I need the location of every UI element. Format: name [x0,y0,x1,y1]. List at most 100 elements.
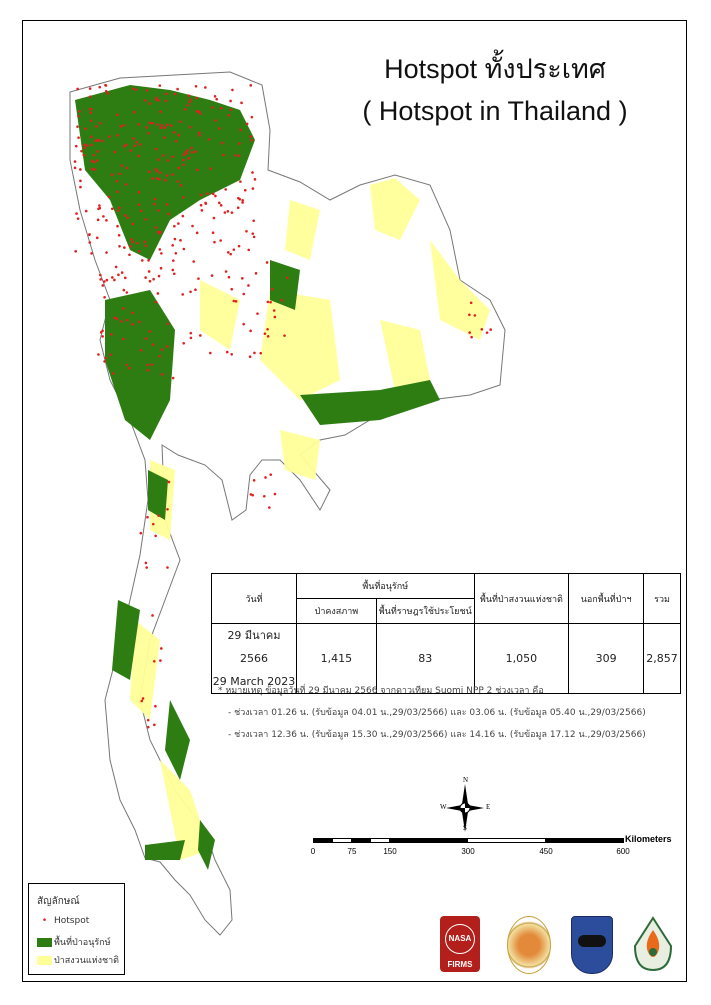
hotspot-point [88,87,92,90]
hotspot-point [98,85,102,89]
hotspot-point [107,195,111,199]
scale-seg [332,838,352,843]
legend-label: พื้นที่ป่าอนุรักษ์ [54,938,111,948]
hotspot-point [122,288,126,292]
hotspot-point [147,131,150,135]
hotspot-point [119,319,123,323]
hotspot-point [245,229,248,233]
conservation-areas [75,85,440,870]
legend-item-national-forest: ป่าสงวนแห่งชาติ [37,953,119,967]
hotspot-point [99,278,102,281]
hotspot-point [209,351,212,355]
hotspot-point [80,149,83,153]
hotspot-point [165,123,169,127]
hotspot-point [79,168,82,171]
hotspot-point [148,330,152,333]
hotspot-point [125,166,129,170]
date-english: 29 March 2023 [212,675,296,688]
hotspot-point [238,142,241,145]
hotspot-point [145,89,149,92]
national-forest-swatch [37,955,52,965]
hotspot-point [157,158,160,161]
hotspot-point [468,313,471,317]
hotspot-point [77,136,80,139]
hotspot-point [179,120,182,123]
hotspot-point [232,248,236,251]
hotspot-point [241,198,244,202]
hotspot-point [137,203,141,206]
hotspot-point [210,274,214,277]
hotspot-point [242,322,246,326]
hotspot-point [118,244,121,248]
hotspot-point [227,275,231,279]
hotspot-point [103,280,106,283]
hotspot-point [159,126,163,130]
hotspot-point [219,106,223,110]
hotspot-point [176,180,180,183]
hotspot-point [184,150,188,154]
hotspot-point [229,252,232,256]
hotspot-point [252,235,256,239]
hotspot-point [239,180,242,183]
hotspot-point [130,238,133,241]
nasa-firms-logo: NASA FIRMS [440,916,480,972]
hotspot-point [189,290,192,294]
hotspot-point [159,110,162,113]
hotspot-point [79,179,82,183]
legend-item-hotspot: • Hotspot [37,916,89,926]
hotspot-point [194,150,197,153]
hotspot-point [172,259,175,262]
hotspot-point [113,150,117,154]
hotspot-point [207,138,211,141]
hotspot-point [259,351,263,355]
hotspot-point [265,261,269,264]
hotspot-point [104,84,108,87]
hotspot-point [138,320,141,324]
hotspot-point [171,376,175,380]
hotspot-point [138,143,142,146]
hotspot-point [224,270,228,273]
hotspot-point [147,259,150,262]
hotspot-point [96,159,99,162]
hotspot-point [137,123,141,126]
hotspot-point [146,725,150,729]
hotspot-point [160,123,164,127]
hotspot-point [126,216,129,220]
hotspot-point [100,139,104,143]
hotspot-point [226,210,230,213]
hotspot-point [204,86,207,89]
hotspot-point [116,224,119,228]
scale-seg [351,838,371,843]
hotspot-point [117,273,120,277]
hotspot-point [164,179,168,182]
hotspot-point [189,336,193,340]
hotspot-point [190,146,193,150]
scale-seg [467,838,546,843]
hotspot-point [179,184,183,187]
hotspot-point [84,127,87,130]
cell-conservation-use: 83 [375,623,475,694]
hotspot-point [148,170,151,173]
hotspot-point [124,183,128,186]
panther-icon [578,935,606,947]
hotspot-point [269,473,273,476]
hotspot-point [104,90,108,93]
hotspot-point [247,248,251,252]
hotspot-point [139,209,143,213]
hotspot-point [146,718,150,722]
hotspot-point [237,154,241,157]
notes: * หมายเหตุ ข้อมูลวันที่ 29 มีนาคม 2566 จ… [218,680,646,746]
hotspot-point [191,224,194,228]
hotspot-point [83,143,86,147]
hotspot-point [271,287,274,291]
hotspot-point [171,244,174,247]
hotspot-point [131,240,134,244]
hotspot-point [118,172,122,176]
hotspot-point [241,277,244,280]
hotspot-point [94,139,98,143]
hotspot-point [98,204,101,207]
hotspot-point [82,153,86,157]
compass-n: N [463,776,469,784]
hotspot-point [124,143,128,147]
hotspot-point [229,108,233,112]
